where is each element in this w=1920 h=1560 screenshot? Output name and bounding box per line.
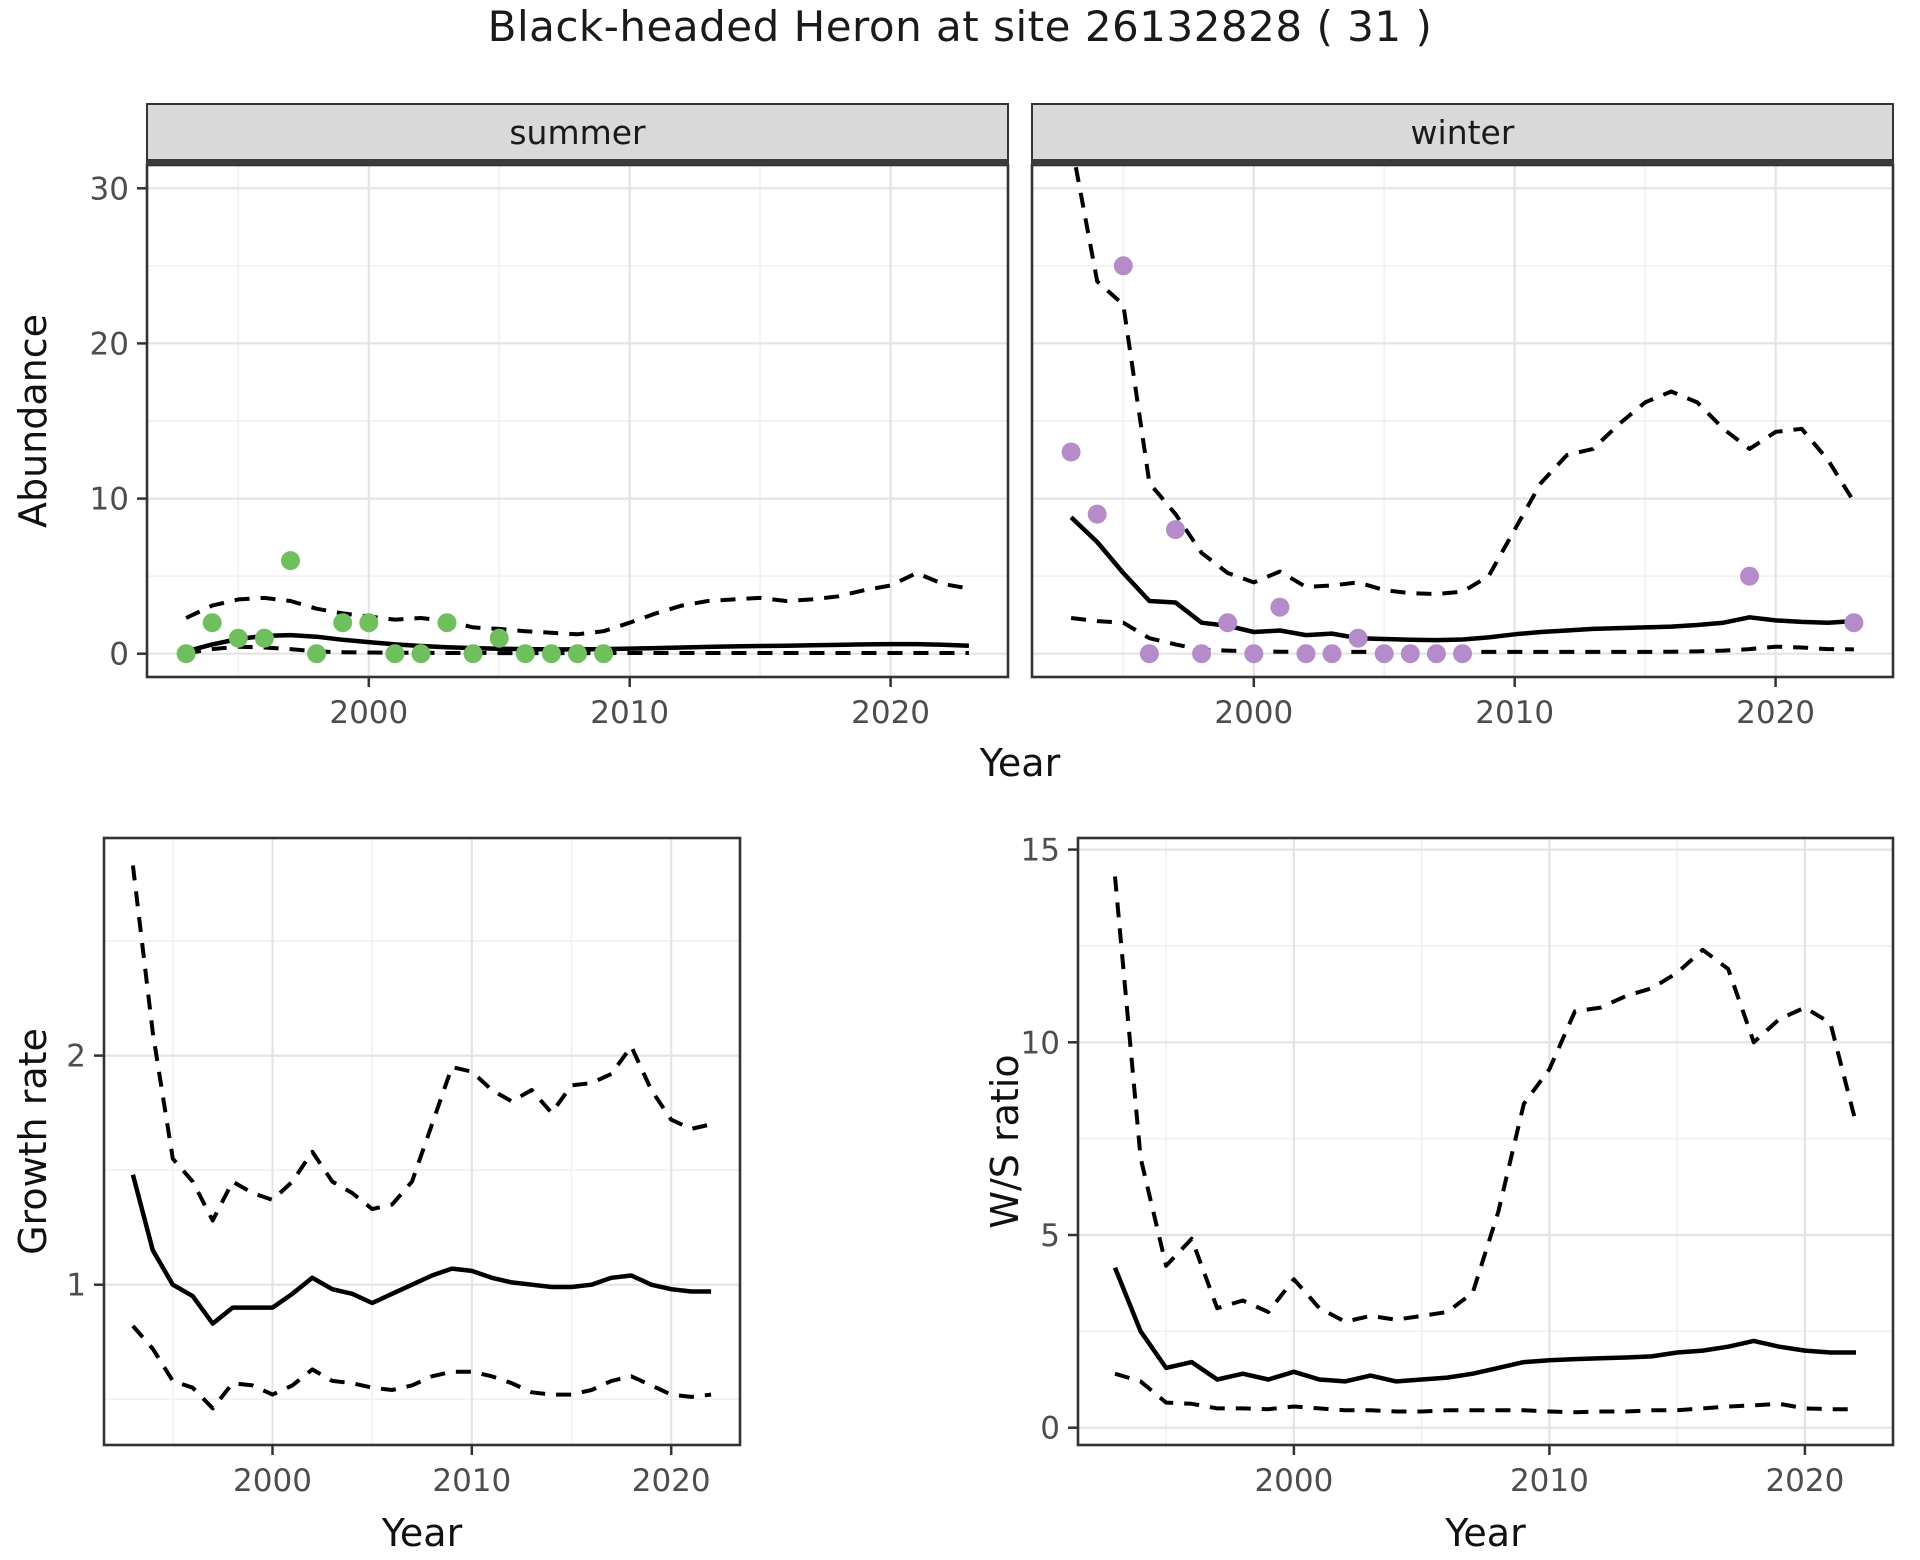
data-point (1087, 504, 1107, 524)
data-point (1296, 644, 1316, 664)
data-point (281, 551, 300, 571)
abundance-winter-fit-line (1069, 515, 1855, 643)
data-point (437, 613, 457, 633)
x-axis-title-growth-rate: Year (381, 1511, 463, 1555)
data-point (1218, 613, 1238, 633)
panel-background (104, 838, 740, 1445)
y-axis-title-growth-rate: Growth rate (11, 1028, 55, 1255)
y-tick-label: 20 (90, 326, 129, 362)
growth-rate-lower_ci-line (131, 1324, 712, 1411)
ws-ratio-upper_ci-line (1113, 876, 1858, 1324)
panel-growth-rate: 2000 2010 2020 1 2 (66, 836, 742, 1499)
x-tick-label: 2000 (329, 695, 408, 731)
x-tick-label: 2020 (1736, 695, 1815, 731)
x-axis-title-ws-ratio: Year (1444, 1511, 1526, 1555)
y-tick-label: 30 (90, 171, 129, 207)
abundance-summer-upper_ci-line (185, 571, 970, 637)
data-point (1400, 644, 1420, 664)
facet-label-summer: summer (509, 113, 646, 152)
facet-strip (1031, 103, 1894, 162)
data-point (1348, 628, 1368, 648)
y-axis-title-ws-ratio: W/S ratio (983, 1054, 1027, 1228)
panel-border (102, 836, 742, 1447)
y-tick-label: 15 (1021, 833, 1060, 869)
x-tick-label: 2020 (632, 1463, 711, 1499)
abundance-summer-observed-points (176, 551, 614, 664)
data-point (1844, 613, 1864, 633)
data-point (1453, 644, 1472, 664)
panel-background (1078, 838, 1893, 1445)
data-point (489, 628, 509, 648)
data-point (1740, 566, 1759, 586)
abundance-winter-observed-points (1061, 256, 1864, 664)
data-point (1322, 644, 1342, 664)
data-point (515, 644, 535, 664)
y-tick-label: 10 (1021, 1025, 1060, 1061)
data-point (228, 628, 248, 648)
data-point (594, 644, 614, 664)
data-point (1244, 644, 1264, 664)
panel-abundance-winter: winter 2000 2010 2020 (1030, 103, 1895, 731)
data-point (307, 644, 327, 664)
data-point (254, 628, 274, 648)
data-point (1061, 442, 1081, 462)
data-point (385, 644, 405, 664)
data-point (1426, 644, 1446, 664)
data-point (1139, 644, 1159, 664)
facet-strip (146, 103, 1009, 162)
growth-rate-fit-line (130, 1174, 712, 1326)
x-axis-title-top: Year (979, 741, 1061, 785)
data-point (1270, 597, 1290, 617)
y-tick-label: 1 (66, 1268, 86, 1304)
panel-abundance-summer: summer 2000 2010 2020 0 10 20 30 (90, 103, 1010, 731)
data-point (202, 613, 222, 633)
data-point (1192, 644, 1212, 664)
x-tick-label: 2020 (851, 695, 930, 731)
y-tick-label: 5 (1040, 1218, 1060, 1254)
y-axis-title-abundance-summer: Abundance (11, 314, 55, 528)
data-point (176, 644, 196, 664)
facet-label-winter: winter (1411, 113, 1515, 152)
growth-rate-upper_ci-line (130, 865, 712, 1223)
panel-border (1076, 836, 1895, 1447)
y-tick-label: 2 (66, 1039, 86, 1075)
x-tick-label: 2000 (1254, 1463, 1333, 1499)
x-tick-label: 2010 (590, 695, 669, 731)
data-point (1113, 256, 1133, 276)
y-tick-label: 0 (109, 637, 129, 673)
abundance-winter-upper_ci-line (1073, 165, 1856, 596)
x-tick-label: 2000 (1214, 695, 1293, 731)
panel-ws-ratio: 2000 2010 2020 0 5 10 15 (1021, 833, 1895, 1499)
x-tick-label: 2020 (1765, 1463, 1844, 1499)
data-point (333, 613, 353, 633)
y-tick-label: 0 (1040, 1411, 1060, 1447)
data-point (1374, 644, 1394, 664)
data-point (541, 644, 561, 664)
data-point (411, 644, 431, 664)
data-point (359, 613, 379, 633)
x-tick-label: 2010 (1475, 695, 1554, 731)
y-tick-label: 10 (90, 482, 129, 518)
ws-ratio-fit-line (1112, 1266, 1856, 1384)
data-point (463, 644, 483, 664)
chart-title: Black-headed Heron at site 26132828 ( 31… (487, 2, 1433, 51)
data-point (568, 644, 587, 664)
x-tick-label: 2010 (1510, 1463, 1589, 1499)
data-point (1166, 520, 1185, 540)
x-tick-label: 2010 (432, 1463, 511, 1499)
facet-strip-border (1031, 159, 1894, 165)
x-tick-label: 2000 (233, 1463, 312, 1499)
ws-ratio-lower_ci-line (1114, 1371, 1856, 1415)
facet-strip-border (146, 159, 1009, 165)
